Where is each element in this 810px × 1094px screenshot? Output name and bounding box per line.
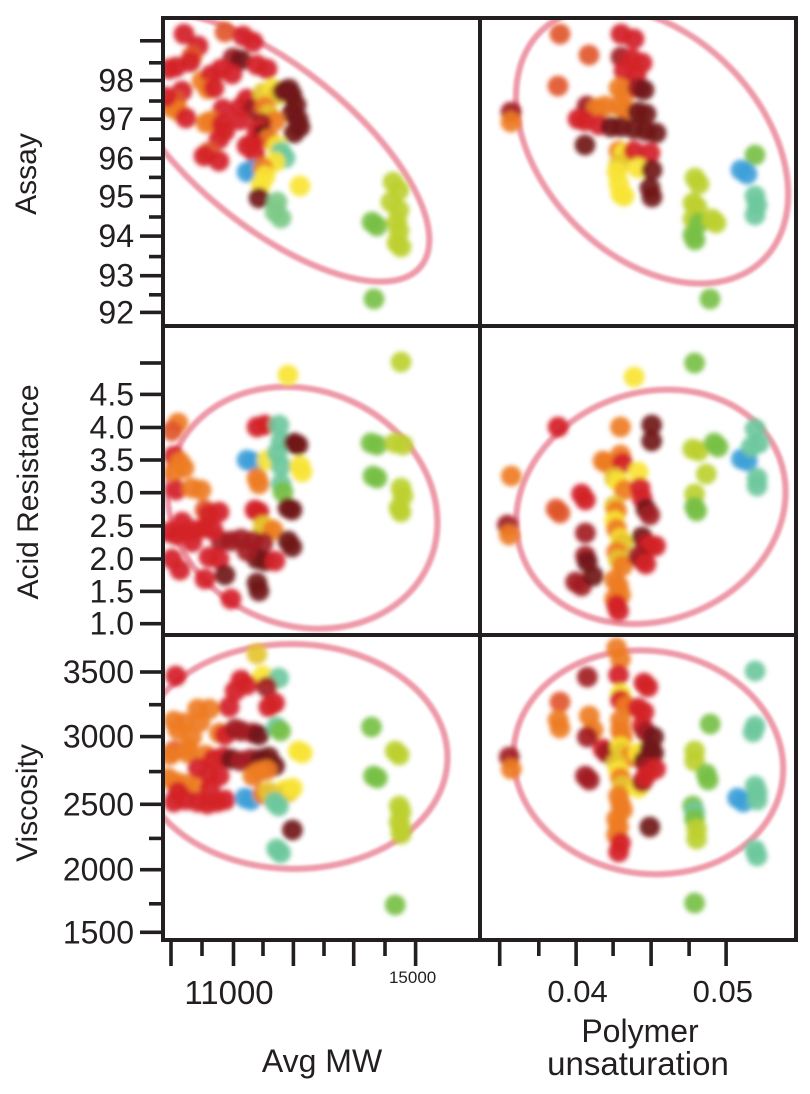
svg-text:15000: 15000 [389, 968, 436, 987]
svg-text:unsaturation: unsaturation [547, 1045, 729, 1082]
svg-text:3.5: 3.5 [90, 442, 134, 478]
svg-text:94: 94 [98, 218, 134, 254]
svg-text:2.0: 2.0 [90, 541, 134, 577]
svg-text:Assay: Assay [10, 133, 43, 215]
svg-text:Polymer: Polymer [581, 1013, 699, 1049]
svg-text:1.5: 1.5 [90, 573, 134, 609]
svg-text:97: 97 [98, 101, 134, 137]
svg-text:0.05: 0.05 [693, 974, 753, 1009]
svg-text:1500: 1500 [63, 914, 134, 950]
svg-text:1.0: 1.0 [90, 606, 134, 642]
svg-text:Viscosity: Viscosity [11, 744, 44, 862]
svg-text:95: 95 [98, 178, 134, 214]
svg-text:2.5: 2.5 [90, 508, 134, 544]
svg-text:4.5: 4.5 [90, 376, 134, 412]
svg-text:0.04: 0.04 [547, 974, 607, 1009]
svg-text:98: 98 [98, 63, 134, 99]
svg-text:92: 92 [98, 294, 134, 330]
svg-text:3500: 3500 [63, 654, 134, 690]
svg-text:Acid Resistance: Acid Resistance [12, 384, 45, 599]
svg-text:3.0: 3.0 [90, 475, 134, 511]
svg-text:96: 96 [98, 140, 134, 176]
svg-text:93: 93 [98, 258, 134, 294]
svg-text:Avg MW: Avg MW [262, 1043, 383, 1079]
svg-text:11000: 11000 [184, 974, 273, 1011]
svg-text:3000: 3000 [63, 719, 134, 755]
svg-text:4.0: 4.0 [90, 410, 134, 446]
svg-text:2000: 2000 [63, 852, 134, 888]
svg-text:2500: 2500 [63, 786, 134, 822]
